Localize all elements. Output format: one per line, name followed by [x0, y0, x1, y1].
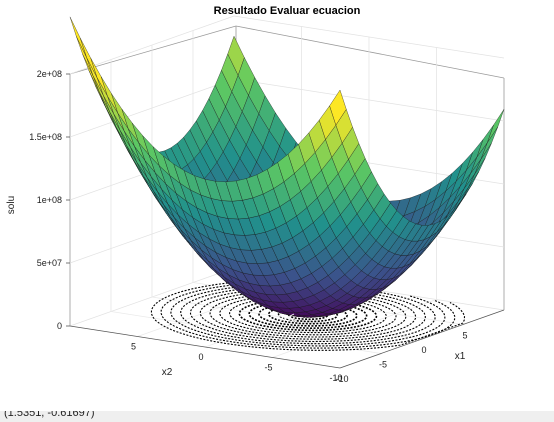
- x2-tick-label: 5: [131, 342, 136, 352]
- x1-tick-label: -5: [379, 360, 387, 370]
- z-tick-label: 0: [57, 321, 62, 331]
- x1-tick-label: 5: [462, 331, 467, 341]
- z-tick-label: 1.5e+08: [29, 132, 62, 142]
- surface-patch: [80, 38, 98, 78]
- z-axis-label: solu: [6, 196, 17, 214]
- surface-mesh: [69, 16, 505, 318]
- x1-tick-label: -10: [335, 374, 348, 384]
- z-tick-label: 2e+08: [37, 69, 62, 79]
- x1-axis-label: x1: [455, 351, 466, 362]
- x2-axis-label: x2: [162, 367, 173, 378]
- contour-line: [189, 287, 426, 343]
- z-tick-label: 1e+08: [37, 195, 62, 205]
- contour-line: [238, 298, 378, 332]
- chart-title: Resultado Evaluar ecuacion: [214, 5, 361, 17]
- x2-tick-label: -5: [264, 363, 272, 373]
- z-tick-label: 5e+07: [37, 258, 62, 268]
- status-coordinates: (1.5351, -0.61697): [4, 411, 95, 419]
- x2-tick-label: 0: [198, 352, 203, 362]
- x1-tick-label: 0: [421, 345, 426, 355]
- x2-tick-label: -10: [329, 373, 342, 383]
- contour-line: [248, 300, 368, 330]
- minimum-marker: [275, 313, 297, 323]
- contour-line: [170, 283, 446, 347]
- surface-patch: [69, 16, 87, 58]
- contour-line: [199, 289, 417, 340]
- status-bar: (1.5351, -0.61697): [0, 411, 554, 422]
- surface-plot: 0 5e+07 1e+08 1.5e+08 2e+08 -10 -5 0 5 -10 -5 0 5 Re…: [6, 5, 505, 384]
- grid-line: [69, 15, 505, 75]
- axis-lines: [69, 309, 505, 369]
- surface-patch: [329, 89, 347, 126]
- surface-patch: [487, 109, 505, 143]
